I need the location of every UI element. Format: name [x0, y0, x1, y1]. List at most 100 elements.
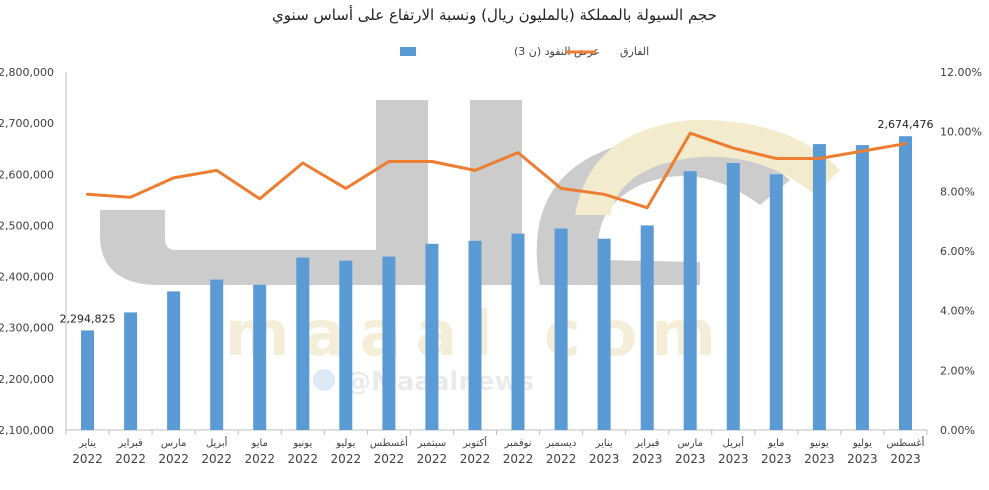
x-tick-year: 2023	[632, 452, 663, 466]
chart-title: حجم السيولة بالمملكة (بالمليون ريال) ونس…	[272, 6, 717, 24]
line-point	[388, 161, 390, 162]
bar	[899, 136, 912, 430]
x-axis-labels: يناير 2022 فبراير 2022 مارس 2022 أبريل 2022 مايو…	[65, 430, 928, 466]
x-tick-month: أغسطس	[887, 436, 925, 449]
x-tick-year: 2023	[890, 452, 921, 466]
x-tick-month: فبراير	[117, 438, 143, 449]
line-point	[345, 187, 347, 189]
x-tick-year: 2022	[115, 452, 146, 466]
line-point	[861, 150, 863, 152]
bar	[597, 238, 611, 430]
x-tick-month: يوليو	[335, 438, 355, 449]
x-tick-month: نوفمبر	[504, 438, 532, 449]
x-tick-year: 2022	[201, 452, 232, 466]
x-tick-month: أكتوبر	[462, 436, 487, 449]
x-tick-year: 2023	[804, 452, 835, 466]
x-tick-month: يناير	[78, 438, 96, 449]
line-series	[86, 131, 907, 210]
bar	[855, 145, 869, 430]
line-point	[130, 196, 132, 198]
x-tick-year: 2022	[288, 452, 319, 466]
left-tick-label: 2,200,000	[0, 373, 54, 386]
line-point	[732, 147, 734, 149]
x-tick-year: 2022	[503, 452, 534, 466]
right-axis-ticks: 0.00% 2.00% 4.00% 6.00% 8.00% 10.00% 12.00%	[940, 66, 982, 437]
line-point	[87, 193, 88, 195]
x-tick-year: 2023	[847, 452, 878, 466]
bar	[468, 240, 482, 430]
bar	[640, 225, 654, 430]
x-tick-month: يونيو	[292, 438, 312, 449]
bar-data-label: 2,294,825	[60, 312, 116, 325]
bar	[554, 228, 568, 430]
x-tick-month: مايو	[767, 438, 784, 449]
bar	[124, 312, 138, 430]
x-tick-month: مايو	[251, 438, 268, 449]
x-tick-month: ديسمبر	[545, 438, 576, 449]
right-tick-label: 4.00%	[940, 305, 975, 318]
right-tick-label: 2.00%	[940, 364, 975, 377]
legend-label-line: الفارق	[620, 45, 649, 58]
line-path	[86, 131, 907, 210]
bar	[382, 256, 396, 430]
x-tick-year: 2022	[546, 452, 577, 466]
line-point	[259, 198, 261, 200]
bar	[339, 260, 353, 430]
right-tick-label: 0.00%	[940, 424, 975, 437]
line-point	[818, 158, 820, 159]
bar	[167, 291, 181, 430]
x-tick-year: 2023	[675, 452, 706, 466]
x-tick-month: يوليو	[852, 438, 872, 449]
bar	[425, 243, 439, 430]
bar-data-label: 2,674,476	[877, 118, 933, 131]
line-point	[689, 132, 691, 134]
right-tick-label: 8.00%	[940, 185, 975, 198]
left-tick-label: 2,400,000	[0, 271, 54, 284]
x-tick-month: مارس	[677, 438, 702, 449]
x-tick-year: 2023	[761, 452, 792, 466]
left-tick-label: 2,300,000	[0, 322, 54, 335]
watermark-twitter-icon	[313, 369, 335, 391]
line-point	[431, 161, 433, 162]
x-tick-month: أغسطس	[370, 436, 408, 449]
line-point	[603, 193, 605, 195]
left-tick-label: 2,600,000	[0, 168, 54, 181]
line-point	[646, 207, 648, 209]
line-point	[775, 158, 777, 159]
watermark-logo-bar-1	[376, 100, 428, 285]
x-tick-year: 2023	[718, 452, 749, 466]
x-tick-year: 2023	[589, 452, 620, 466]
x-tick-year: 2022	[417, 452, 448, 466]
right-tick-label: 10.00%	[940, 126, 982, 139]
x-tick-year: 2022	[331, 452, 362, 466]
line-point	[517, 152, 519, 154]
legend-label-bar: عرض النقود (ن 3)	[514, 45, 600, 58]
line-point	[216, 169, 218, 171]
x-tick-year: 2022	[374, 452, 405, 466]
bar-series	[81, 136, 912, 430]
line-point	[173, 177, 175, 179]
x-tick-month: مارس	[161, 438, 186, 449]
x-tick-month: فبراير	[634, 438, 660, 449]
bar	[296, 257, 310, 430]
line-point	[302, 162, 304, 164]
line-point	[474, 169, 476, 171]
left-tick-label: 2,700,000	[0, 117, 54, 130]
left-tick-label: 2,800,000	[0, 66, 54, 79]
right-tick-label: 6.00%	[940, 245, 975, 258]
x-tick-month: يونيو	[809, 438, 829, 449]
x-tick-month: أبريل	[206, 436, 228, 449]
bar	[683, 171, 697, 430]
legend-swatch-bar	[400, 47, 416, 56]
x-tick-year: 2022	[72, 452, 103, 466]
bar	[81, 330, 94, 430]
left-tick-label: 2,500,000	[0, 219, 54, 232]
left-axis-ticks: 2,100,000 2,200,000 2,300,000 2,400,000 2,50…	[0, 66, 54, 437]
right-tick-label: 12.00%	[940, 66, 982, 79]
bar	[210, 279, 224, 430]
line-point	[560, 187, 562, 189]
x-tick-month: سبتمبر	[417, 438, 447, 449]
bar	[511, 233, 525, 430]
bar	[726, 163, 740, 430]
